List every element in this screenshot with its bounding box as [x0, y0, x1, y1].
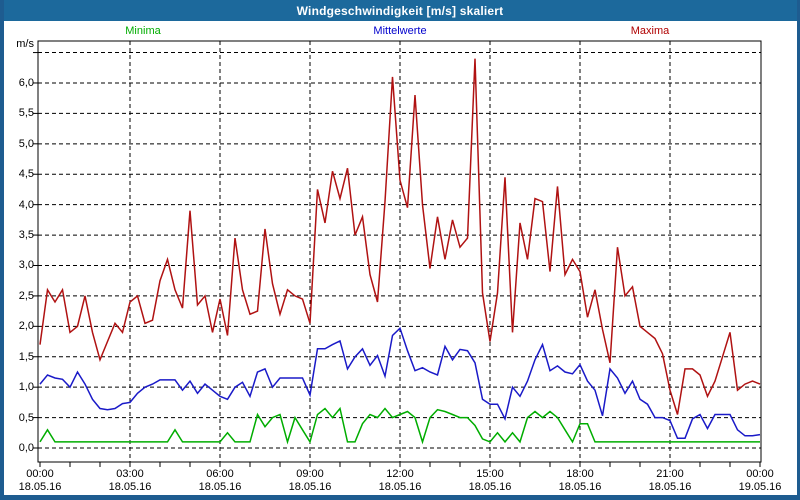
legend-label-mittelwerte: Mittelwerte: [373, 25, 427, 37]
series-line-mittelwerte: [39, 326, 761, 440]
legend-item-minima: Minima: [125, 25, 160, 37]
window-border-left: [0, 0, 4, 500]
y-axis-unit-label: m/s: [16, 38, 34, 50]
legend-item-maxima: Maxima: [631, 25, 670, 37]
window-border-bottom: [0, 495, 800, 500]
window-title: Windgeschwindigkeit [m/s] skaliert: [296, 3, 504, 18]
series-line-minima: [39, 406, 760, 445]
legend-item-mittelwerte: Mittelwerte: [373, 25, 426, 37]
window-title-bar: Windgeschwindigkeit [m/s] skaliert: [0, 0, 800, 21]
legend-label-minima: Minima: [125, 25, 161, 37]
window-border-right: [797, 0, 800, 500]
plot-frame: [37, 40, 762, 463]
legend-label-maxima: Maxima: [630, 25, 670, 37]
series-line-maxima: [39, 58, 761, 415]
